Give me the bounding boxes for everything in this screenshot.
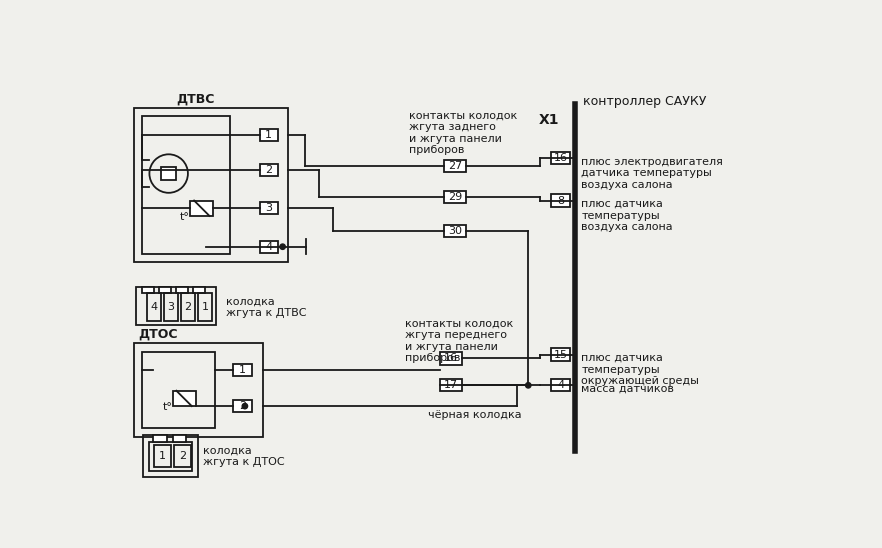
- Bar: [174, 446, 191, 467]
- Bar: [440, 379, 462, 391]
- Text: 2: 2: [184, 302, 191, 312]
- Bar: [234, 364, 252, 376]
- Bar: [154, 446, 171, 467]
- Bar: [147, 293, 161, 321]
- Text: 29: 29: [448, 192, 462, 202]
- Bar: [164, 293, 178, 321]
- Bar: [259, 202, 278, 214]
- Text: ДТВС: ДТВС: [176, 93, 214, 106]
- Text: колодка
жгута к ДТВС: колодка жгута к ДТВС: [227, 297, 307, 318]
- Bar: [173, 391, 196, 406]
- Text: плюс датчика
температуры
окружающей среды: плюс датчика температуры окружающей сред…: [581, 353, 699, 386]
- Circle shape: [526, 383, 531, 388]
- Bar: [142, 352, 215, 427]
- Text: 1: 1: [201, 302, 208, 312]
- Bar: [159, 287, 171, 293]
- Bar: [149, 442, 191, 471]
- Text: 30: 30: [448, 226, 462, 236]
- Text: 17: 17: [445, 380, 459, 390]
- Bar: [161, 167, 176, 180]
- Circle shape: [280, 244, 285, 249]
- Bar: [445, 225, 466, 237]
- Text: ДТОС: ДТОС: [138, 328, 177, 341]
- Text: 8: 8: [557, 196, 564, 206]
- Text: чёрная колодка: чёрная колодка: [428, 410, 522, 420]
- Text: 1: 1: [265, 130, 273, 140]
- Bar: [153, 435, 167, 442]
- Text: 15: 15: [554, 350, 568, 359]
- Bar: [440, 352, 462, 364]
- Text: t°: t°: [180, 212, 191, 222]
- Bar: [142, 287, 154, 293]
- Bar: [551, 349, 570, 361]
- Bar: [259, 241, 278, 253]
- Bar: [136, 287, 216, 326]
- Bar: [173, 435, 186, 442]
- Text: 2: 2: [179, 451, 186, 461]
- Text: 3: 3: [265, 203, 273, 213]
- Bar: [142, 116, 230, 254]
- Bar: [191, 201, 213, 216]
- Text: плюс электродвигателя
датчика температуры
воздуха салона: плюс электродвигателя датчика температур…: [581, 157, 723, 190]
- Text: 4: 4: [265, 242, 273, 252]
- Text: контакты колодок
жгута переднего
и жгута панели
приборов: контакты колодок жгута переднего и жгута…: [405, 318, 513, 363]
- Text: t°: t°: [162, 402, 172, 412]
- Text: 1: 1: [239, 365, 246, 375]
- Bar: [551, 195, 570, 207]
- Text: 16: 16: [445, 353, 459, 363]
- Bar: [551, 379, 570, 391]
- Bar: [234, 400, 252, 412]
- Bar: [259, 163, 278, 176]
- Text: плюс датчика
температуры
воздуха салона: плюс датчика температуры воздуха салона: [581, 199, 673, 232]
- Bar: [181, 293, 195, 321]
- Text: 4: 4: [151, 302, 158, 312]
- Circle shape: [243, 403, 248, 409]
- Text: 2: 2: [265, 165, 273, 175]
- Text: 2: 2: [239, 401, 246, 411]
- Bar: [445, 159, 466, 172]
- Text: контакты колодок
жгута заднего
и жгута панели
приборов: контакты колодок жгута заднего и жгута п…: [409, 110, 517, 155]
- Bar: [259, 129, 278, 141]
- Bar: [551, 152, 570, 164]
- Text: 16: 16: [554, 153, 568, 163]
- Text: 1: 1: [159, 451, 166, 461]
- Text: 27: 27: [448, 161, 462, 171]
- Text: масса датчиков: масса датчиков: [581, 384, 674, 394]
- Bar: [445, 191, 466, 203]
- Bar: [143, 435, 198, 477]
- Text: 3: 3: [168, 302, 175, 312]
- Text: контроллер САУКУ: контроллер САУКУ: [583, 95, 706, 108]
- Bar: [198, 293, 212, 321]
- Bar: [176, 287, 188, 293]
- Text: X1: X1: [538, 113, 559, 128]
- Text: колодка
жгута к ДТОС: колодка жгута к ДТОС: [203, 446, 284, 467]
- Bar: [192, 287, 205, 293]
- Text: 4: 4: [557, 380, 564, 390]
- Bar: [134, 108, 288, 262]
- Bar: [134, 343, 264, 437]
